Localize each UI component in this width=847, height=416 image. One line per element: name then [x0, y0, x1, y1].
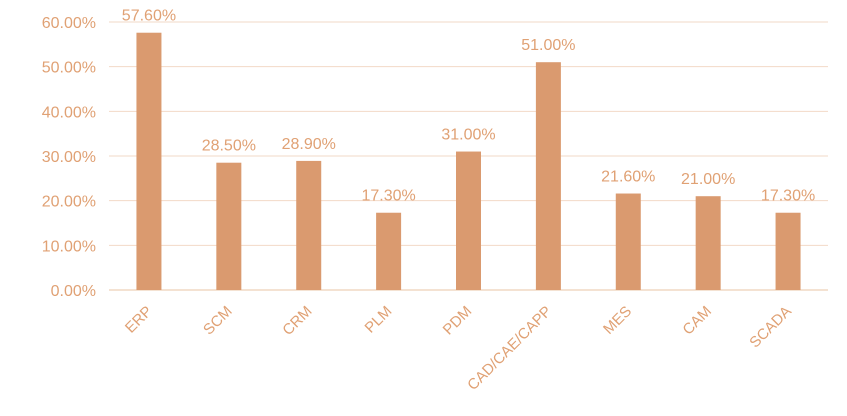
data-label: 51.00% — [521, 37, 575, 54]
x-tick-label: SCM — [200, 303, 236, 339]
y-tick-label: 50.00% — [42, 60, 96, 77]
bar-pdm — [456, 151, 481, 290]
bars — [136, 32, 801, 291]
y-tick-label: 60.00% — [42, 15, 96, 32]
y-tick-label: 0.00% — [51, 283, 96, 300]
data-label: 21.60% — [601, 169, 655, 186]
bar-scada — [775, 212, 801, 290]
bar-crm — [296, 160, 322, 290]
x-tick-label: PDM — [440, 303, 476, 339]
bar-mes — [615, 193, 641, 290]
bar-cam — [695, 196, 721, 290]
x-tick-label: MES — [600, 303, 635, 338]
y-tick-label: 40.00% — [42, 104, 96, 121]
data-label: 17.30% — [361, 188, 415, 205]
y-tick-label: 30.00% — [42, 149, 96, 166]
data-label: 57.60% — [122, 8, 176, 25]
bar-cad-cae-capp — [535, 62, 561, 291]
y-tick-label: 20.00% — [42, 194, 96, 211]
data-labels: 57.60% 28.50% 28.90% 17.30% 31.00% 51.00% 21.6… — [122, 8, 815, 205]
x-tick-label: CAM — [679, 303, 715, 339]
bar-plm — [376, 212, 402, 290]
x-tick-label: CAD/CAE/CAPP — [464, 303, 555, 394]
x-tick-label: ERP — [122, 303, 156, 337]
x-tick-label: SCADA — [746, 303, 795, 352]
x-tick-label: PLM — [362, 303, 396, 337]
y-axis-tick-labels: 0.00% 10.00% 20.00% 30.00% 40.00% 50.00% 60.00… — [42, 15, 96, 300]
data-label: 28.50% — [202, 138, 256, 155]
x-tick-label: CRM — [279, 303, 315, 339]
bar-erp — [136, 32, 162, 290]
bar-scm — [216, 162, 242, 290]
data-label: 17.30% — [761, 188, 815, 205]
data-label: 28.90% — [282, 136, 336, 153]
y-tick-label: 10.00% — [42, 238, 96, 255]
data-label: 31.00% — [441, 127, 495, 144]
data-label: 21.00% — [681, 171, 735, 188]
